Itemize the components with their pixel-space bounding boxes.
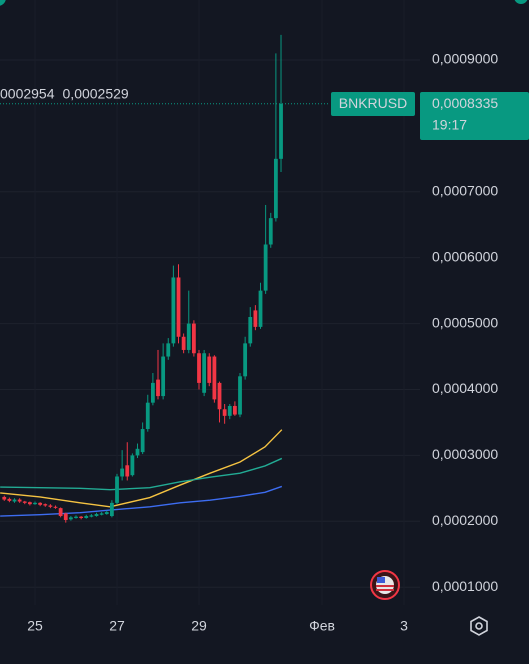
x-tick-label: 3 <box>400 618 408 634</box>
last-price-label: 0,0008335 <box>432 95 498 111</box>
candle-body <box>156 379 160 397</box>
flag-stripe <box>376 585 394 587</box>
symbol-label-bg <box>331 92 415 116</box>
candle-body <box>258 290 263 327</box>
moving-average-line <box>0 457 283 491</box>
candle-body <box>181 336 186 350</box>
candle-body <box>227 405 232 416</box>
candle-body <box>79 516 84 519</box>
settings-icon-center <box>475 622 483 630</box>
symbol-label: BNKRUSD <box>339 95 407 111</box>
candle-body <box>130 455 135 476</box>
flag-stripe <box>376 589 394 591</box>
candle-body <box>279 103 283 159</box>
candle-body <box>186 323 191 350</box>
y-tick-label: 0,0003000 <box>432 446 498 462</box>
candle-body <box>48 505 53 507</box>
candle-body <box>161 356 166 397</box>
y-tick-label: 0,0009000 <box>432 51 498 67</box>
candle-body <box>217 382 222 410</box>
candles <box>2 34 283 523</box>
candle-body <box>268 218 273 245</box>
y-tick-label: 0,0006000 <box>432 248 498 264</box>
candle-body <box>135 448 140 456</box>
candle-body <box>2 496 7 500</box>
x-tick-label: Фев <box>309 618 335 634</box>
candle-body <box>232 405 237 415</box>
candle-body <box>197 353 201 383</box>
candle-body <box>171 277 176 344</box>
candle-body <box>145 402 150 430</box>
candle-body <box>7 498 12 501</box>
candle-body <box>12 499 17 502</box>
settings-icon[interactable] <box>470 616 488 636</box>
candle-body <box>27 502 32 505</box>
candle-body <box>120 468 125 477</box>
candle-body <box>43 504 48 506</box>
y-tick-label: 0,0002000 <box>432 512 498 528</box>
overlay: 0,0001000 0,0002000 0,0003000 0,0004000 0,00… <box>0 51 529 634</box>
x-tick-label: 27 <box>109 618 125 634</box>
candle-body <box>243 343 248 377</box>
y-tick-label: 0,0004000 <box>432 380 498 396</box>
last-price-label-bg <box>420 92 529 140</box>
candle-body <box>89 515 94 517</box>
indicator-dot <box>514 0 528 4</box>
flag-canton <box>377 577 385 583</box>
x-tick-label: 25 <box>27 618 43 634</box>
candle-body <box>125 465 130 477</box>
y-tick-label: 0,0007000 <box>432 182 498 198</box>
candle-body <box>63 513 68 520</box>
legend-value: 0,0002529 <box>63 86 129 102</box>
candle-body <box>253 310 258 327</box>
candle-body <box>202 353 207 393</box>
session-flag-icon[interactable] <box>370 570 400 600</box>
candle-body <box>99 513 104 515</box>
candle-body <box>263 244 268 291</box>
candle-body <box>109 502 114 517</box>
candle-body <box>115 476 119 503</box>
candle-body <box>84 516 89 519</box>
indicator-dot <box>0 0 6 6</box>
candle-body <box>222 409 227 416</box>
candle-body <box>238 376 242 415</box>
candle-body <box>166 343 171 357</box>
candle-body <box>150 382 155 403</box>
candle-body <box>38 502 43 505</box>
candle-body <box>53 506 58 508</box>
y-tick-label: 0,0005000 <box>432 314 498 330</box>
candle-body <box>191 323 196 354</box>
candle-body <box>207 356 212 383</box>
candle-body <box>94 514 99 517</box>
candle-body <box>140 429 145 453</box>
candle-body <box>273 158 278 219</box>
candle-body <box>74 516 78 519</box>
candle-body <box>33 502 37 505</box>
candle-body <box>22 501 27 503</box>
countdown-label: 19:17 <box>432 117 467 133</box>
candle-body <box>68 517 73 520</box>
candle-body <box>176 277 181 337</box>
moving-average-line <box>0 429 283 508</box>
legend-value: 0002954 <box>0 86 55 102</box>
y-tick-label: 0,0001000 <box>432 578 498 594</box>
x-tick-label: 29 <box>191 618 207 634</box>
candle-body <box>248 316 253 344</box>
candle-body <box>17 499 22 502</box>
candle-body <box>58 508 63 517</box>
candle-body <box>212 356 217 400</box>
candle-body <box>104 512 109 515</box>
